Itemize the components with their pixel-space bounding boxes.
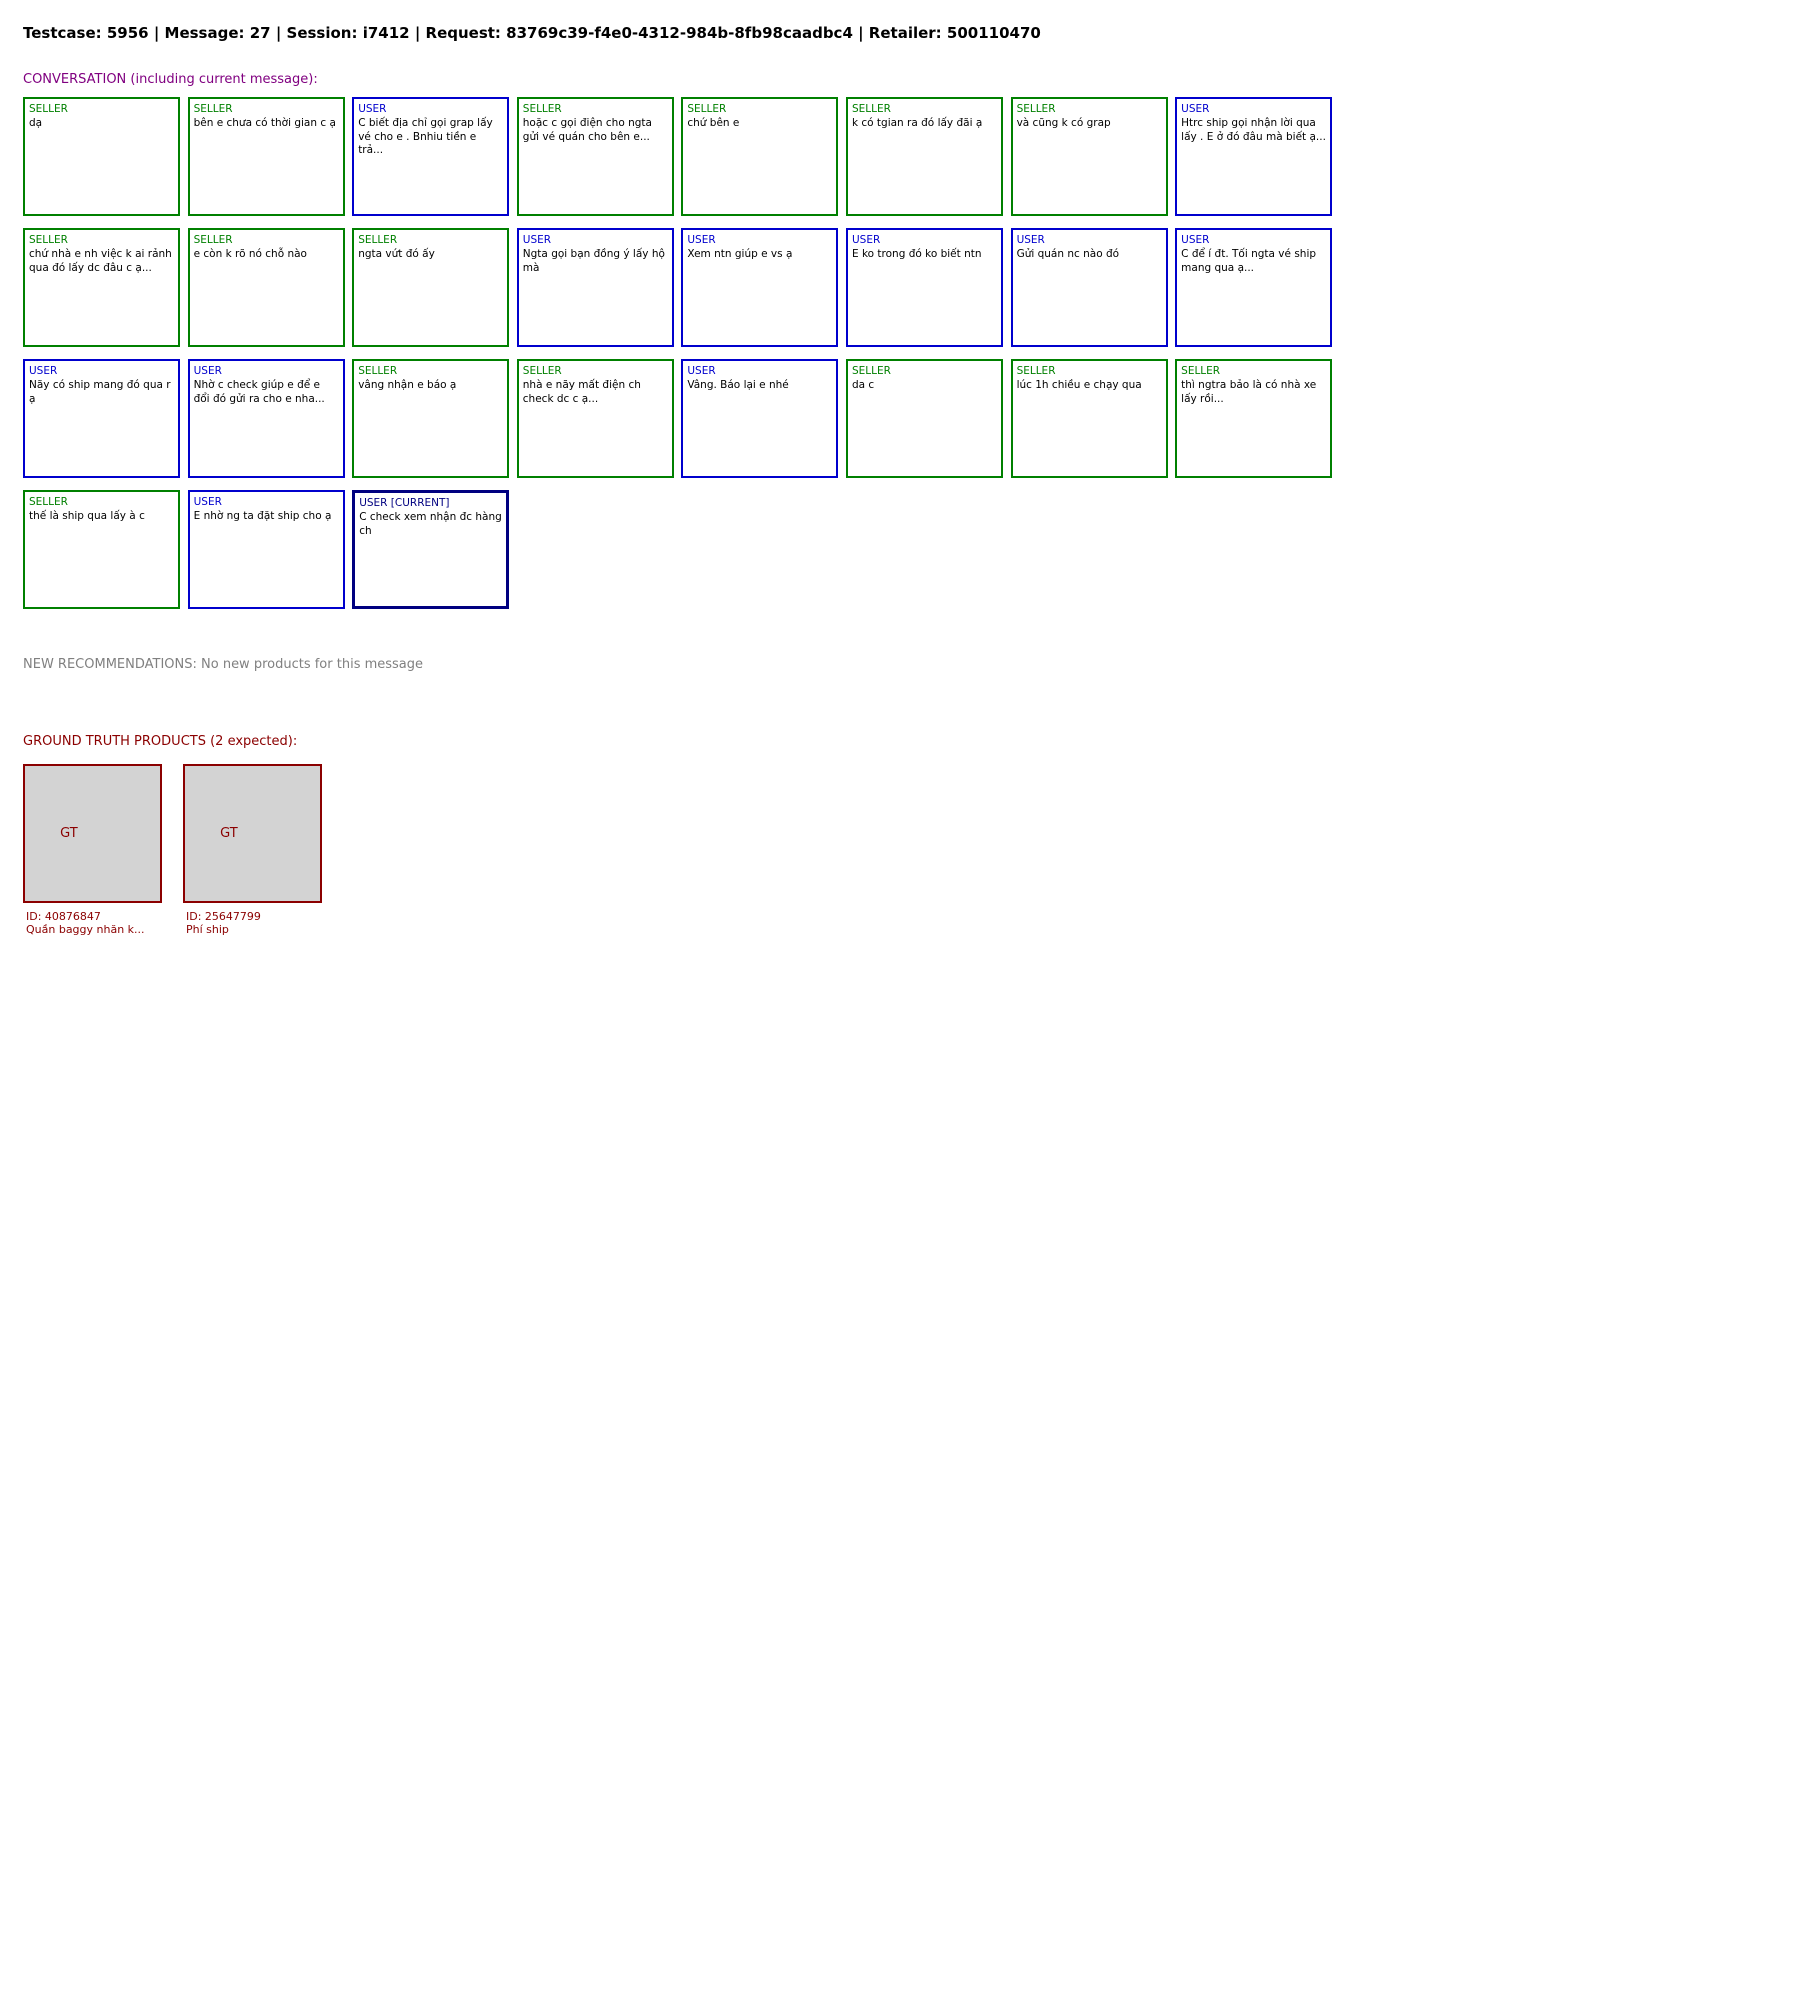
message-role-label: SELLER	[29, 234, 68, 246]
message-card: SELLER ngta vứt đó ấy	[352, 228, 510, 347]
message-text: chứ nhà e nh việc k ai rảnh qua đó lấy d…	[29, 248, 172, 274]
message-text: C biết địa chỉ gọi grap lấy vé cho e . B…	[358, 117, 493, 156]
message-card: USER C biết địa chỉ gọi grap lấy vé cho …	[352, 97, 510, 216]
message-text: C check xem nhận đc hàng ch	[359, 511, 502, 537]
product-name: Quần baggy nhăn k...	[26, 923, 145, 936]
message-role-label: SELLER	[687, 103, 727, 115]
message-text: vâng nhận e báo ạ	[358, 379, 457, 391]
message-role-label: SELLER	[851, 365, 891, 377]
message-card: USER [CURRENT] C check xem nhận đc hàng …	[352, 490, 510, 609]
message-role-label: SELLER	[193, 234, 233, 246]
product-id: ID: 25647799	[186, 910, 261, 923]
message-text: dạ	[29, 117, 43, 129]
message-role-label: SELLER	[522, 103, 562, 115]
message-role-label: SELLER	[29, 496, 68, 508]
placeholder-label: GT	[60, 826, 78, 841]
message-role-label: USER	[358, 103, 387, 115]
message-card: USER Nhờ c check giúp e để e đổi đó gửi …	[187, 359, 345, 478]
message-text: ngta vứt đó ấy	[358, 248, 435, 260]
message-card: USER Gửi quán nc nào đó	[1010, 228, 1168, 347]
message-role-label: USER	[29, 365, 58, 377]
message-role-label: SELLER	[1016, 365, 1056, 377]
message-role-label: SELLER	[358, 365, 398, 377]
product-card: GT ID: 25647799 Phí ship	[183, 764, 322, 936]
message-role-label: USER	[687, 234, 716, 246]
message-card: SELLER bên e chưa có thời gian c ạ	[187, 97, 345, 216]
message-text: e còn k rõ nó chỗ nào	[193, 248, 307, 260]
product-name: Phí ship	[186, 923, 229, 936]
message-role-label: USER	[193, 496, 222, 508]
message-role-label: SELLER	[522, 365, 562, 377]
message-role-label: USER	[193, 365, 222, 377]
message-text: Htrc ship gọi nhận lời qua lấy . E ở đó …	[1181, 117, 1326, 143]
message-text: bên e chưa có thời gian c ạ	[193, 117, 336, 129]
message-text: k có tgian ra đó lấy đãi ạ	[851, 117, 983, 129]
message-card: USER E nhờ ng ta đặt ship cho ạ	[187, 490, 345, 609]
message-card: SELLER lúc 1h chiều e chạy qua	[1010, 359, 1168, 478]
product-image-placeholder: GT	[23, 764, 162, 903]
message-text: Gửi quán nc nào đó	[1016, 248, 1120, 260]
product-card: GT ID: 40876847 Quần baggy nhăn k...	[23, 764, 162, 936]
page: Testcase: 5956 | Message: 27 | Session: …	[0, 0, 1800, 936]
message-role-label: SELLER	[1181, 365, 1221, 377]
page-title: Testcase: 5956 | Message: 27 | Session: …	[23, 24, 1041, 42]
message-card: SELLER e còn k rõ nó chỗ nào	[187, 228, 345, 347]
message-card: SELLER k có tgian ra đó lấy đãi ạ	[845, 97, 1003, 216]
message-card: SELLER vâng nhận e báo ạ	[352, 359, 510, 478]
ground-truth-heading: GROUND TRUTH PRODUCTS (2 expected):	[23, 734, 298, 749]
message-role-label: SELLER	[29, 103, 68, 115]
message-card: SELLER thế là ship qua lấy à c	[23, 490, 180, 609]
message-text: Nãy có ship mang đó qua r ạ	[29, 379, 171, 405]
message-text: Nhờ c check giúp e để e đổi đó gửi ra ch…	[193, 379, 325, 405]
message-text: E nhờ ng ta đặt ship cho ạ	[193, 510, 332, 522]
message-card: SELLER nhà e nãy mất điện ch check dc c …	[516, 359, 674, 478]
message-role-label: USER	[1016, 234, 1045, 246]
message-text: thế là ship qua lấy à c	[29, 510, 145, 522]
message-role-label: SELLER	[193, 103, 233, 115]
message-card: SELLER thì ngtra bảo là có nhà xe lấy rồ…	[1175, 359, 1333, 478]
message-text: Xem ntn giúp e vs ạ	[687, 248, 793, 260]
message-role-label: USER	[851, 234, 881, 246]
message-role-label: SELLER	[1016, 103, 1056, 115]
message-role-label: USER	[687, 365, 716, 377]
message-card: USER E ko trong đó ko biết ntn	[845, 228, 1003, 347]
message-text: E ko trong đó ko biết ntn	[851, 248, 982, 260]
recommendations-text: NEW RECOMMENDATIONS: No new products for…	[23, 657, 424, 672]
message-text: Ngta gọi bạn đồng ý lấy hộ mà	[522, 248, 665, 274]
conversation-grid: SELLER dạ SELLER bên e chưa có thời gian…	[23, 97, 1339, 609]
message-text: C để í đt. Tối ngta vé ship mang qua ạ..…	[1181, 248, 1317, 274]
message-card: USER Htrc ship gọi nhận lời qua lấy . E …	[1175, 97, 1333, 216]
message-role-label: USER	[522, 234, 552, 246]
placeholder-label: GT	[220, 826, 238, 841]
message-text: nhà e nãy mất điện ch check dc c ạ...	[522, 379, 641, 405]
message-role-label: USER [CURRENT]	[359, 497, 450, 509]
message-card: SELLER hoặc c gọi điện cho ngta gửi vé q…	[516, 97, 674, 216]
message-card: USER Xem ntn giúp e vs ạ	[681, 228, 839, 347]
message-role-label: USER	[1181, 234, 1210, 246]
message-card: SELLER chứ bên e	[681, 97, 839, 216]
message-text: hoặc c gọi điện cho ngta gửi vé quán cho…	[522, 117, 652, 143]
product-id: ID: 40876847	[26, 910, 101, 923]
message-card: SELLER da c	[845, 359, 1003, 478]
message-card: USER Ngta gọi bạn đồng ý lấy hộ mà	[516, 228, 674, 347]
message-card: USER Nãy có ship mang đó qua r ạ	[23, 359, 180, 478]
message-card: USER C để í đt. Tối ngta vé ship mang qu…	[1175, 228, 1333, 347]
message-text: da c	[851, 379, 875, 391]
conversation-heading: CONVERSATION (including current message)…	[23, 72, 318, 87]
message-card: SELLER dạ	[23, 97, 180, 216]
message-card: SELLER và cũng k có grap	[1010, 97, 1168, 216]
message-role-label: SELLER	[358, 234, 398, 246]
message-text: thì ngtra bảo là có nhà xe lấy rồi...	[1181, 379, 1317, 405]
product-image-placeholder: GT	[183, 764, 322, 903]
message-card: SELLER chứ nhà e nh việc k ai rảnh qua đ…	[23, 228, 180, 347]
message-card: USER Vâng. Báo lại e nhé	[681, 359, 839, 478]
ground-truth-products: GT ID: 40876847 Quần baggy nhăn k... GT …	[23, 764, 1800, 936]
message-role-label: SELLER	[851, 103, 891, 115]
message-text: lúc 1h chiều e chạy qua	[1016, 379, 1142, 391]
message-text: Vâng. Báo lại e nhé	[687, 379, 789, 391]
message-role-label: USER	[1181, 103, 1210, 115]
message-text: chứ bên e	[687, 117, 740, 129]
message-text: và cũng k có grap	[1016, 117, 1111, 129]
